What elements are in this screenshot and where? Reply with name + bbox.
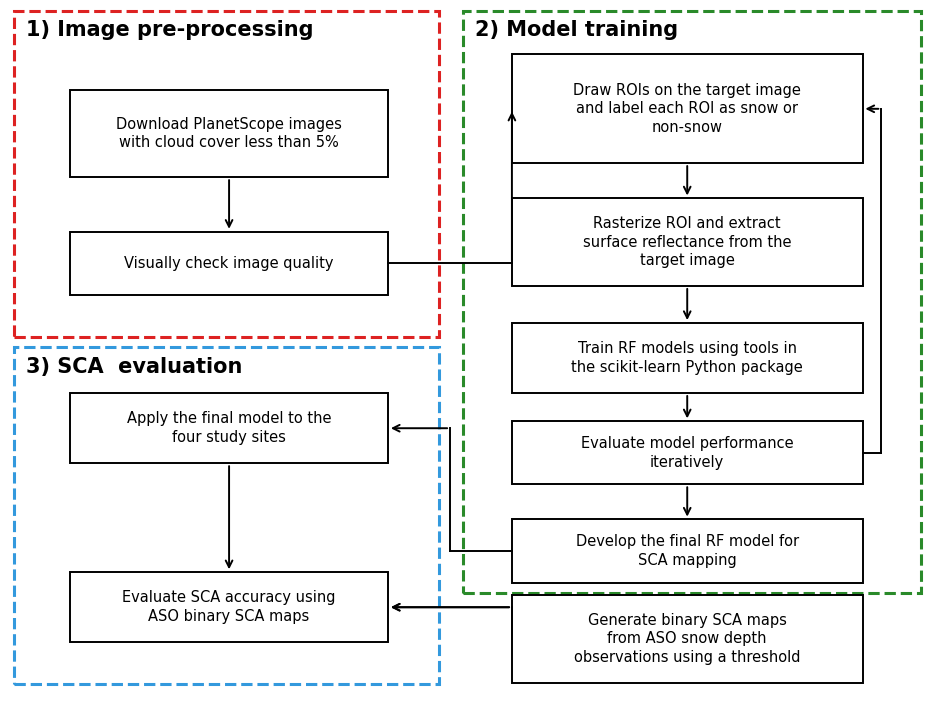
FancyBboxPatch shape (70, 572, 388, 642)
FancyBboxPatch shape (70, 232, 388, 295)
Text: Visually check image quality: Visually check image quality (124, 256, 334, 271)
FancyBboxPatch shape (512, 198, 863, 286)
Text: Train RF models using tools in
the scikit-learn Python package: Train RF models using tools in the sciki… (571, 341, 803, 375)
Text: Evaluate SCA accuracy using
ASO binary SCA maps: Evaluate SCA accuracy using ASO binary S… (122, 590, 336, 624)
FancyBboxPatch shape (512, 519, 863, 583)
FancyBboxPatch shape (512, 323, 863, 393)
Text: Generate binary SCA maps
from ASO snow depth
observations using a threshold: Generate binary SCA maps from ASO snow d… (574, 613, 800, 665)
FancyBboxPatch shape (512, 54, 863, 164)
FancyBboxPatch shape (70, 89, 388, 177)
Text: Evaluate model performance
iteratively: Evaluate model performance iteratively (581, 436, 794, 470)
FancyBboxPatch shape (70, 393, 388, 463)
Text: Draw ROIs on the target image
and label each ROI as snow or
non-snow: Draw ROIs on the target image and label … (573, 83, 801, 135)
Text: 1) Image pre-processing: 1) Image pre-processing (26, 20, 313, 39)
Text: 3) SCA  evaluation: 3) SCA evaluation (26, 357, 242, 376)
FancyBboxPatch shape (512, 421, 863, 484)
Text: Rasterize ROI and extract
surface reflectance from the
target image: Rasterize ROI and extract surface reflec… (583, 216, 791, 268)
Text: Apply the final model to the
four study sites: Apply the final model to the four study … (127, 411, 331, 445)
Text: 2) Model training: 2) Model training (475, 20, 678, 39)
FancyBboxPatch shape (512, 595, 863, 682)
Text: Download PlanetScope images
with cloud cover less than 5%: Download PlanetScope images with cloud c… (116, 117, 342, 150)
Text: Develop the final RF model for
SCA mapping: Develop the final RF model for SCA mappi… (576, 534, 798, 568)
